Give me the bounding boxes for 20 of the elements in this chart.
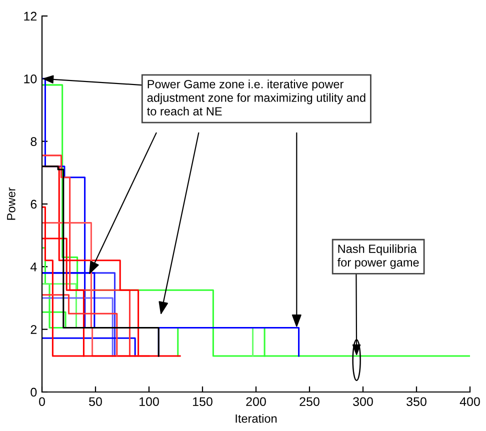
- x-tick-label: 250: [300, 397, 320, 406]
- y-tick-label: 8: [30, 137, 37, 146]
- x-tick-label: 0: [39, 397, 45, 406]
- y-axis-title: Power: [7, 187, 16, 220]
- x-tick-label: 300: [353, 397, 373, 406]
- x-axis-title: Iteration: [236, 414, 277, 423]
- x-tick-label: 50: [89, 397, 102, 406]
- y-tick-label: 12: [24, 12, 37, 21]
- annotation: Power Game zone i.e. iterative power adjustment zone for maximizing utility and to reach at NE: [147, 80, 366, 116]
- y-tick-label: 10: [24, 74, 37, 84]
- x-tick-label: 400: [460, 397, 480, 406]
- annotation: Nash Equilibria for power game: [337, 244, 419, 269]
- x-tick-label: 350: [406, 397, 426, 406]
- x-tick-label: 200: [246, 397, 266, 406]
- x-tick-label: 150: [193, 397, 212, 406]
- y-tick-label: 2: [30, 325, 37, 334]
- y-tick-label: 0: [30, 388, 37, 397]
- y-tick-label: 6: [30, 200, 37, 209]
- x-tick-label: 100: [140, 397, 159, 406]
- y-tick-label: 4: [30, 262, 37, 272]
